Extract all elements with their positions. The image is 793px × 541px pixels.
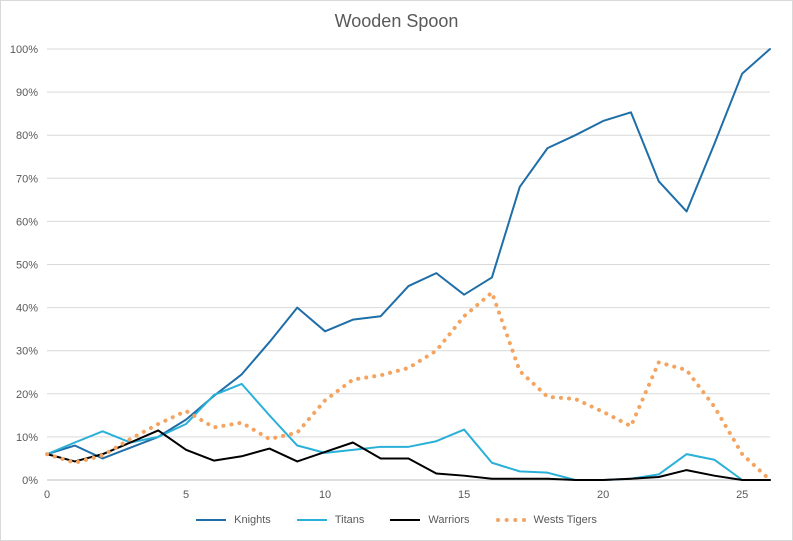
series-line-warriors — [46, 429, 771, 481]
chart-title: Wooden Spoon — [334, 11, 459, 31]
y-tick-label: 50% — [16, 260, 38, 272]
legend-item: Knights — [196, 514, 271, 526]
series-line-knights — [46, 48, 771, 460]
legend-item: Warriors — [390, 514, 470, 526]
x-tick-label: 5 — [183, 489, 189, 501]
y-tick-label: 80% — [16, 130, 38, 142]
x-tick-label: 0 — [44, 489, 50, 501]
y-tick-label: 60% — [16, 216, 38, 228]
series-line-wests-tigers — [45, 290, 772, 482]
x-axis-ticks: 0 5 10 15 20 25 — [44, 489, 748, 501]
legend-label: Titans — [334, 514, 365, 526]
y-axis-ticks: 0% 10% 20% 30% 40% 50% 60% 70% 80% 90% 100% — [10, 44, 38, 487]
x-tick-label: 15 — [458, 489, 470, 501]
x-tick-label: 25 — [736, 489, 748, 501]
legend-label: Warriors — [428, 514, 470, 526]
y-tick-label: 20% — [16, 389, 38, 401]
gridlines — [47, 48, 770, 481]
series-lines — [45, 48, 772, 482]
y-tick-label: 40% — [16, 303, 38, 315]
legend-label: Knights — [234, 514, 271, 526]
legend: Knights Titans Warriors Wests Tigers — [1, 514, 792, 526]
legend-swatch — [390, 519, 421, 521]
y-tick-label: 70% — [16, 173, 38, 185]
y-tick-label: 90% — [16, 87, 38, 99]
x-tick-label: 20 — [597, 489, 609, 501]
legend-item: Titans — [296, 514, 365, 526]
series-line-titans — [46, 382, 771, 481]
y-tick-label: 30% — [16, 346, 38, 358]
legend-label: Wests Tigers — [533, 514, 597, 526]
x-tick-label: 10 — [319, 489, 331, 501]
legend-swatch — [296, 519, 327, 521]
y-tick-label: 10% — [16, 432, 38, 444]
y-tick-label: 0% — [22, 475, 38, 487]
y-tick-label: 100% — [10, 44, 38, 56]
legend-swatch — [196, 519, 227, 521]
legend-item: Wests Tigers — [495, 514, 597, 526]
legend-swatch — [495, 518, 526, 522]
